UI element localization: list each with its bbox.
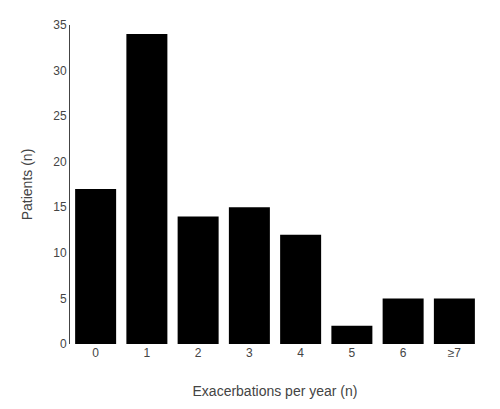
svg-text:20: 20 [53,155,67,169]
svg-text:2: 2 [195,346,202,360]
svg-text:Exacerbations per year (n): Exacerbations per year (n) [193,383,358,399]
svg-text:1: 1 [144,346,151,360]
svg-text:≥7: ≥7 [448,346,462,360]
svg-text:25: 25 [53,109,67,123]
svg-text:Patients (n): Patients (n) [19,149,35,221]
svg-text:30: 30 [53,64,67,78]
svg-text:6: 6 [400,346,407,360]
svg-text:0: 0 [92,346,99,360]
svg-text:0: 0 [60,337,67,351]
svg-text:4: 4 [297,346,304,360]
svg-text:3: 3 [246,346,253,360]
svg-text:5: 5 [349,346,356,360]
svg-text:5: 5 [60,292,67,306]
svg-text:10: 10 [53,246,67,260]
svg-text:35: 35 [53,18,67,32]
svg-text:15: 15 [53,200,67,214]
